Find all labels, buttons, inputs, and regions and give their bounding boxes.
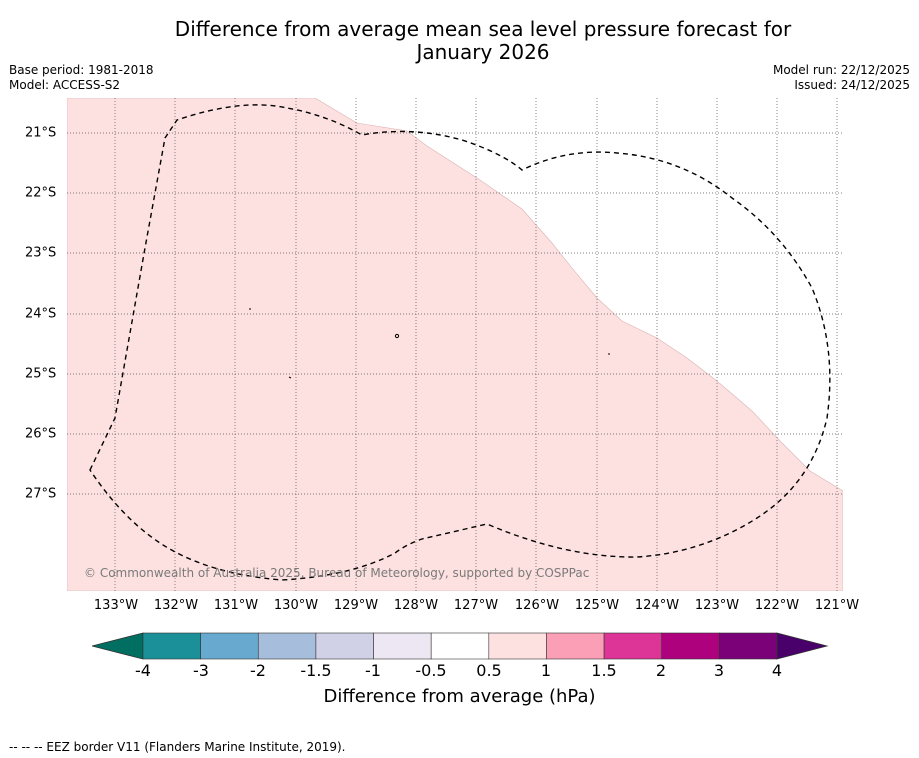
footnote-eez: -- -- -- EEZ border V11 (Flanders Marine… bbox=[9, 740, 346, 754]
colorbar-segment bbox=[142, 632, 201, 660]
x-tick-label: 128°W bbox=[393, 598, 439, 613]
colorbar-tick: -1.5 bbox=[300, 661, 332, 680]
y-tick-label: 27°S bbox=[25, 486, 57, 502]
meta-left: Base period: 1981-2018 Model: ACCESS-S2 bbox=[9, 63, 154, 93]
model-name: Model: ACCESS-S2 bbox=[9, 78, 121, 92]
grid-lines bbox=[67, 98, 843, 591]
x-tick-label: 129°W bbox=[333, 598, 379, 613]
meta-right: Model run: 22/12/2025 Issued: 24/12/2025 bbox=[773, 63, 910, 93]
x-tick-label: 126°W bbox=[514, 598, 560, 613]
colorbar-segment bbox=[661, 632, 720, 660]
x-tick-label: 123°W bbox=[694, 598, 740, 613]
map-title: Difference from average mean sea level p… bbox=[0, 18, 919, 64]
colorbar-tick: 4 bbox=[771, 661, 783, 680]
issued-date: Issued: 24/12/2025 bbox=[794, 78, 910, 92]
colorbar-tick: -3 bbox=[193, 661, 209, 680]
title-line-2: January 2026 bbox=[416, 40, 550, 64]
colorbar-arrow-right bbox=[776, 632, 829, 660]
colorbar-tick: 3 bbox=[713, 661, 725, 680]
y-tick-label: 26°S bbox=[25, 426, 57, 442]
x-tick-label: 127°W bbox=[453, 598, 499, 613]
colorbar-segment bbox=[546, 632, 605, 660]
colorbar-segment bbox=[373, 632, 432, 660]
colorbar-segments bbox=[142, 632, 778, 660]
colorbar-label: Difference from average (hPa) bbox=[323, 686, 596, 707]
y-tick-label: 22°S bbox=[25, 185, 57, 201]
colorbar-segment bbox=[200, 632, 259, 660]
base-period: Base period: 1981-2018 bbox=[9, 63, 154, 77]
colorbar-tick: -1 bbox=[365, 661, 381, 680]
y-tick-label: 23°S bbox=[25, 245, 57, 261]
colorbar-tick: 0.5 bbox=[476, 661, 502, 680]
y-tick-label: 24°S bbox=[25, 306, 57, 322]
colorbar-tick: 2 bbox=[655, 661, 667, 680]
x-tick-label: 131°W bbox=[213, 598, 259, 613]
colorbar-tick: -0.5 bbox=[415, 661, 447, 680]
x-tick-label: 130°W bbox=[273, 598, 319, 613]
copyright-credit: © Commonwealth of Australia 2025, Bureau… bbox=[84, 566, 590, 580]
model-run: Model run: 22/12/2025 bbox=[772, 63, 910, 77]
colorbar-segment bbox=[603, 632, 663, 660]
colorbar-tick: -4 bbox=[135, 661, 151, 680]
eez-border bbox=[89, 104, 831, 581]
x-tick-label: 122°W bbox=[754, 598, 800, 613]
colorbar-segment bbox=[488, 632, 547, 660]
x-tick-label: 133°W bbox=[93, 598, 139, 613]
colorbar-tick: -2 bbox=[250, 661, 266, 680]
x-tick-label: 124°W bbox=[634, 598, 680, 613]
y-tick-label: 21°S bbox=[25, 125, 57, 141]
colorbar-arrow-left bbox=[91, 632, 144, 660]
colorbar-tick: 1 bbox=[540, 661, 552, 680]
colorbar-segment bbox=[430, 632, 490, 660]
x-tick-label: 125°W bbox=[574, 598, 620, 613]
colorbar-segment bbox=[257, 632, 317, 660]
x-tick-label: 121°W bbox=[814, 598, 860, 613]
y-tick-label: 25°S bbox=[25, 366, 57, 382]
colorbar-segment bbox=[719, 632, 778, 660]
colorbar bbox=[91, 632, 829, 660]
x-tick-label: 132°W bbox=[153, 598, 199, 613]
island-markers bbox=[249, 308, 610, 379]
shaded-region bbox=[67, 98, 843, 591]
colorbar-tick: 1.5 bbox=[591, 661, 617, 680]
title-line-1: Difference from average mean sea level p… bbox=[174, 17, 792, 41]
map-plot bbox=[67, 98, 843, 591]
colorbar-segment bbox=[315, 632, 374, 660]
